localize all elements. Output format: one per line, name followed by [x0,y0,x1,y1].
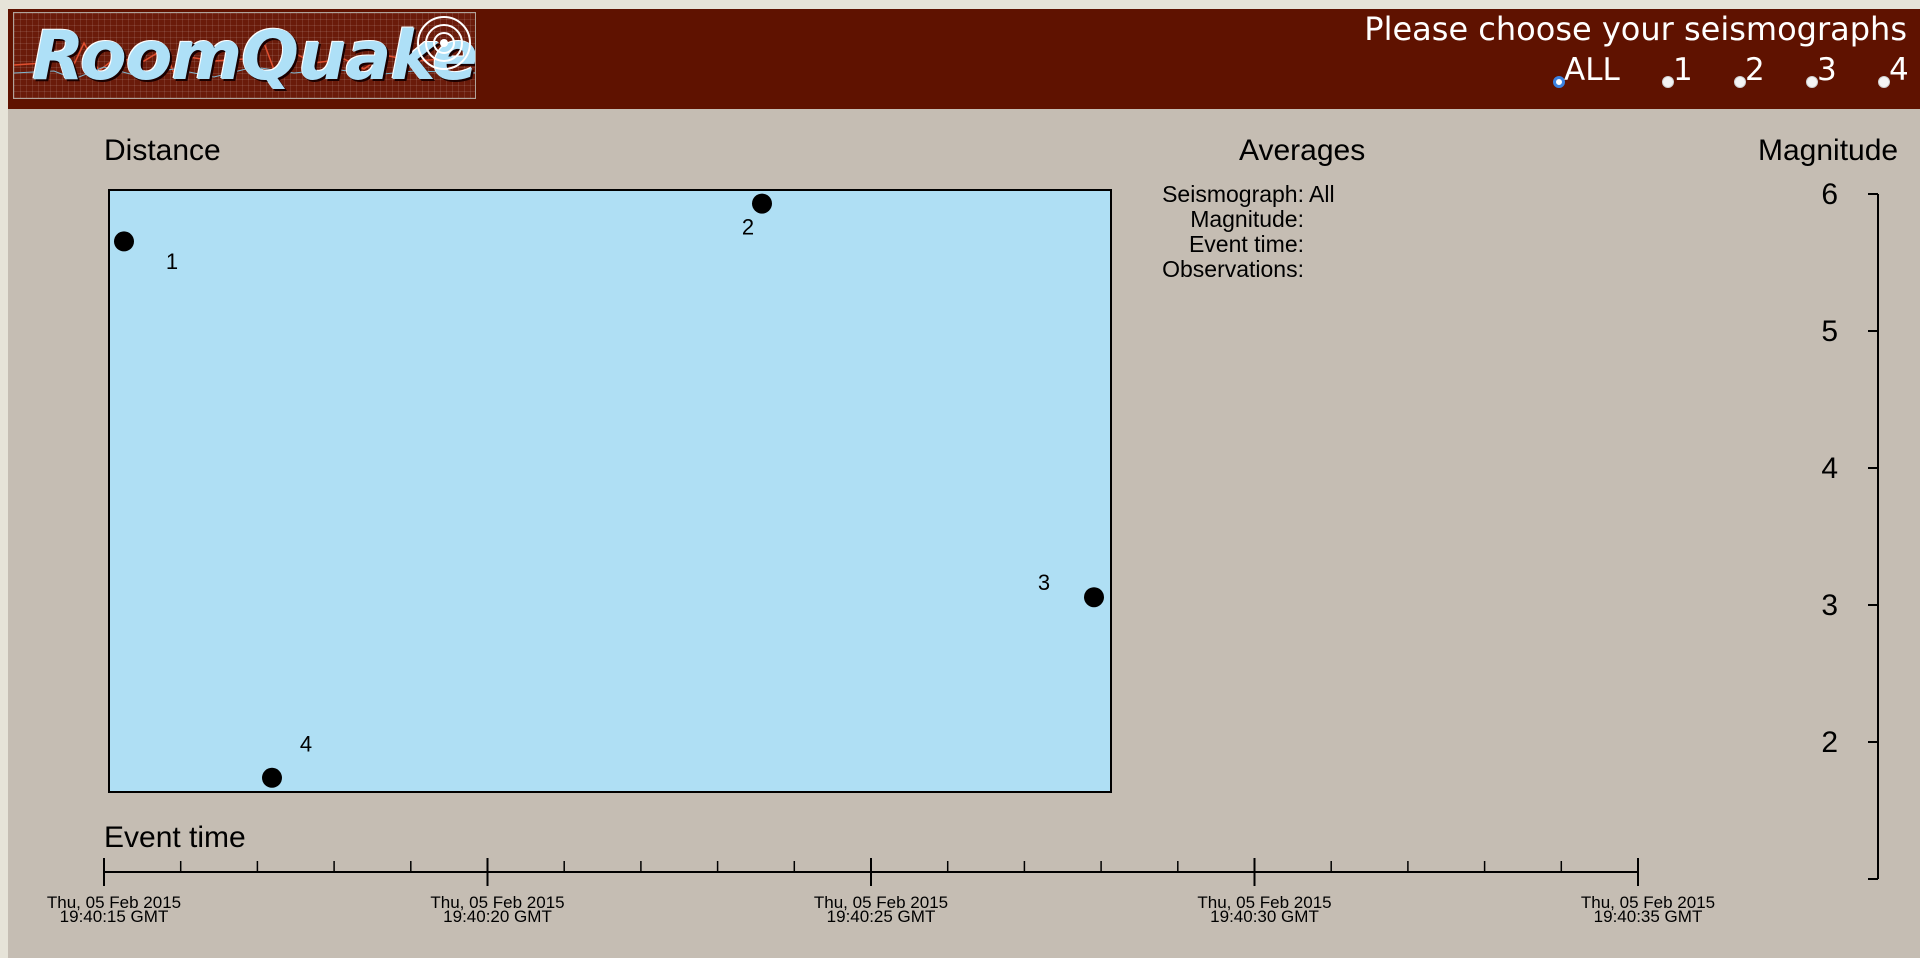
event-time-tick-time: 19:40:25 GMT [827,907,936,926]
header-bar: RoomQuake Please choose your seismograph… [8,9,1920,109]
magnitude-title: Magnitude [1758,134,1899,167]
distance-point-3[interactable] [1084,587,1104,608]
radio-label: ALL [1564,52,1620,88]
magnitude-tick-label: 2 [1821,726,1838,759]
app-window: RoomQuake Please choose your seismograph… [8,9,1920,958]
distance-point-2[interactable] [752,193,772,214]
seismograph-radio-group: ALL 1 2 3 4 [1553,52,1909,92]
radio-label: 1 [1673,52,1693,88]
event-time-tick-time: 19:40:15 GMT [60,907,169,926]
radio-label: 4 [1889,52,1909,88]
event-time-tick-date: Thu, 05 Feb 2015 [814,893,948,912]
distance-point-1[interactable] [114,231,134,252]
magnitude-tick-label: 6 [1821,178,1838,211]
distance-plot-canvas: 1 2 3 4 [114,193,1104,788]
distance-point-label: 4 [300,732,312,757]
radio-label: 3 [1817,52,1837,88]
distance-point-label: 3 [1038,570,1050,595]
event-time-tick-date: Thu, 05 Feb 2015 [1581,893,1715,912]
roomquake-logo: RoomQuake [13,12,476,99]
magnitude-tick-label: 3 [1821,589,1838,622]
event-time-tick-date: Thu, 05 Feb 2015 [1197,893,1331,912]
distance-point-4[interactable] [262,767,282,788]
averages-row-label: Observations: [1162,256,1304,282]
distance-plot[interactable]: 1 2 3 4 [108,189,1112,793]
radio-button-icon[interactable] [1734,76,1746,88]
distance-title: Distance [104,134,221,167]
radio-button-icon[interactable] [1878,76,1890,88]
averages-row-value: All [1309,181,1335,207]
averages-row-label: Magnitude: [1190,206,1304,232]
averages-row-label: Seismograph: [1162,181,1304,207]
radio-label: 2 [1745,52,1765,88]
radio-button-icon[interactable] [1806,76,1818,88]
event-time-title: Event time [104,821,246,854]
radio-button-icon[interactable] [1662,76,1674,88]
event-time-tick-time: 19:40:30 GMT [1210,907,1319,926]
seismogram-trace-icon [14,41,475,80]
event-time-tick-time: 19:40:35 GMT [1594,907,1703,926]
magnitude-tick-label: 4 [1821,452,1838,485]
target-rings-icon [417,16,471,70]
radio-button-icon[interactable] [1553,76,1565,88]
averages-row-label: Event time: [1188,231,1304,257]
event-time-tick-time: 19:40:20 GMT [443,907,552,926]
logo-wordmark: RoomQuake [32,17,476,96]
distance-point-label: 1 [166,249,178,274]
event-time-tick-date: Thu, 05 Feb 2015 [47,893,181,912]
event-time-tick-date: Thu, 05 Feb 2015 [430,893,564,912]
magnitude-tick-label: 5 [1821,315,1838,348]
distance-point-label: 2 [742,214,754,239]
averages-title: Averages [1239,134,1366,167]
seismograph-prompt: Please choose your seismographs [1364,10,1907,48]
